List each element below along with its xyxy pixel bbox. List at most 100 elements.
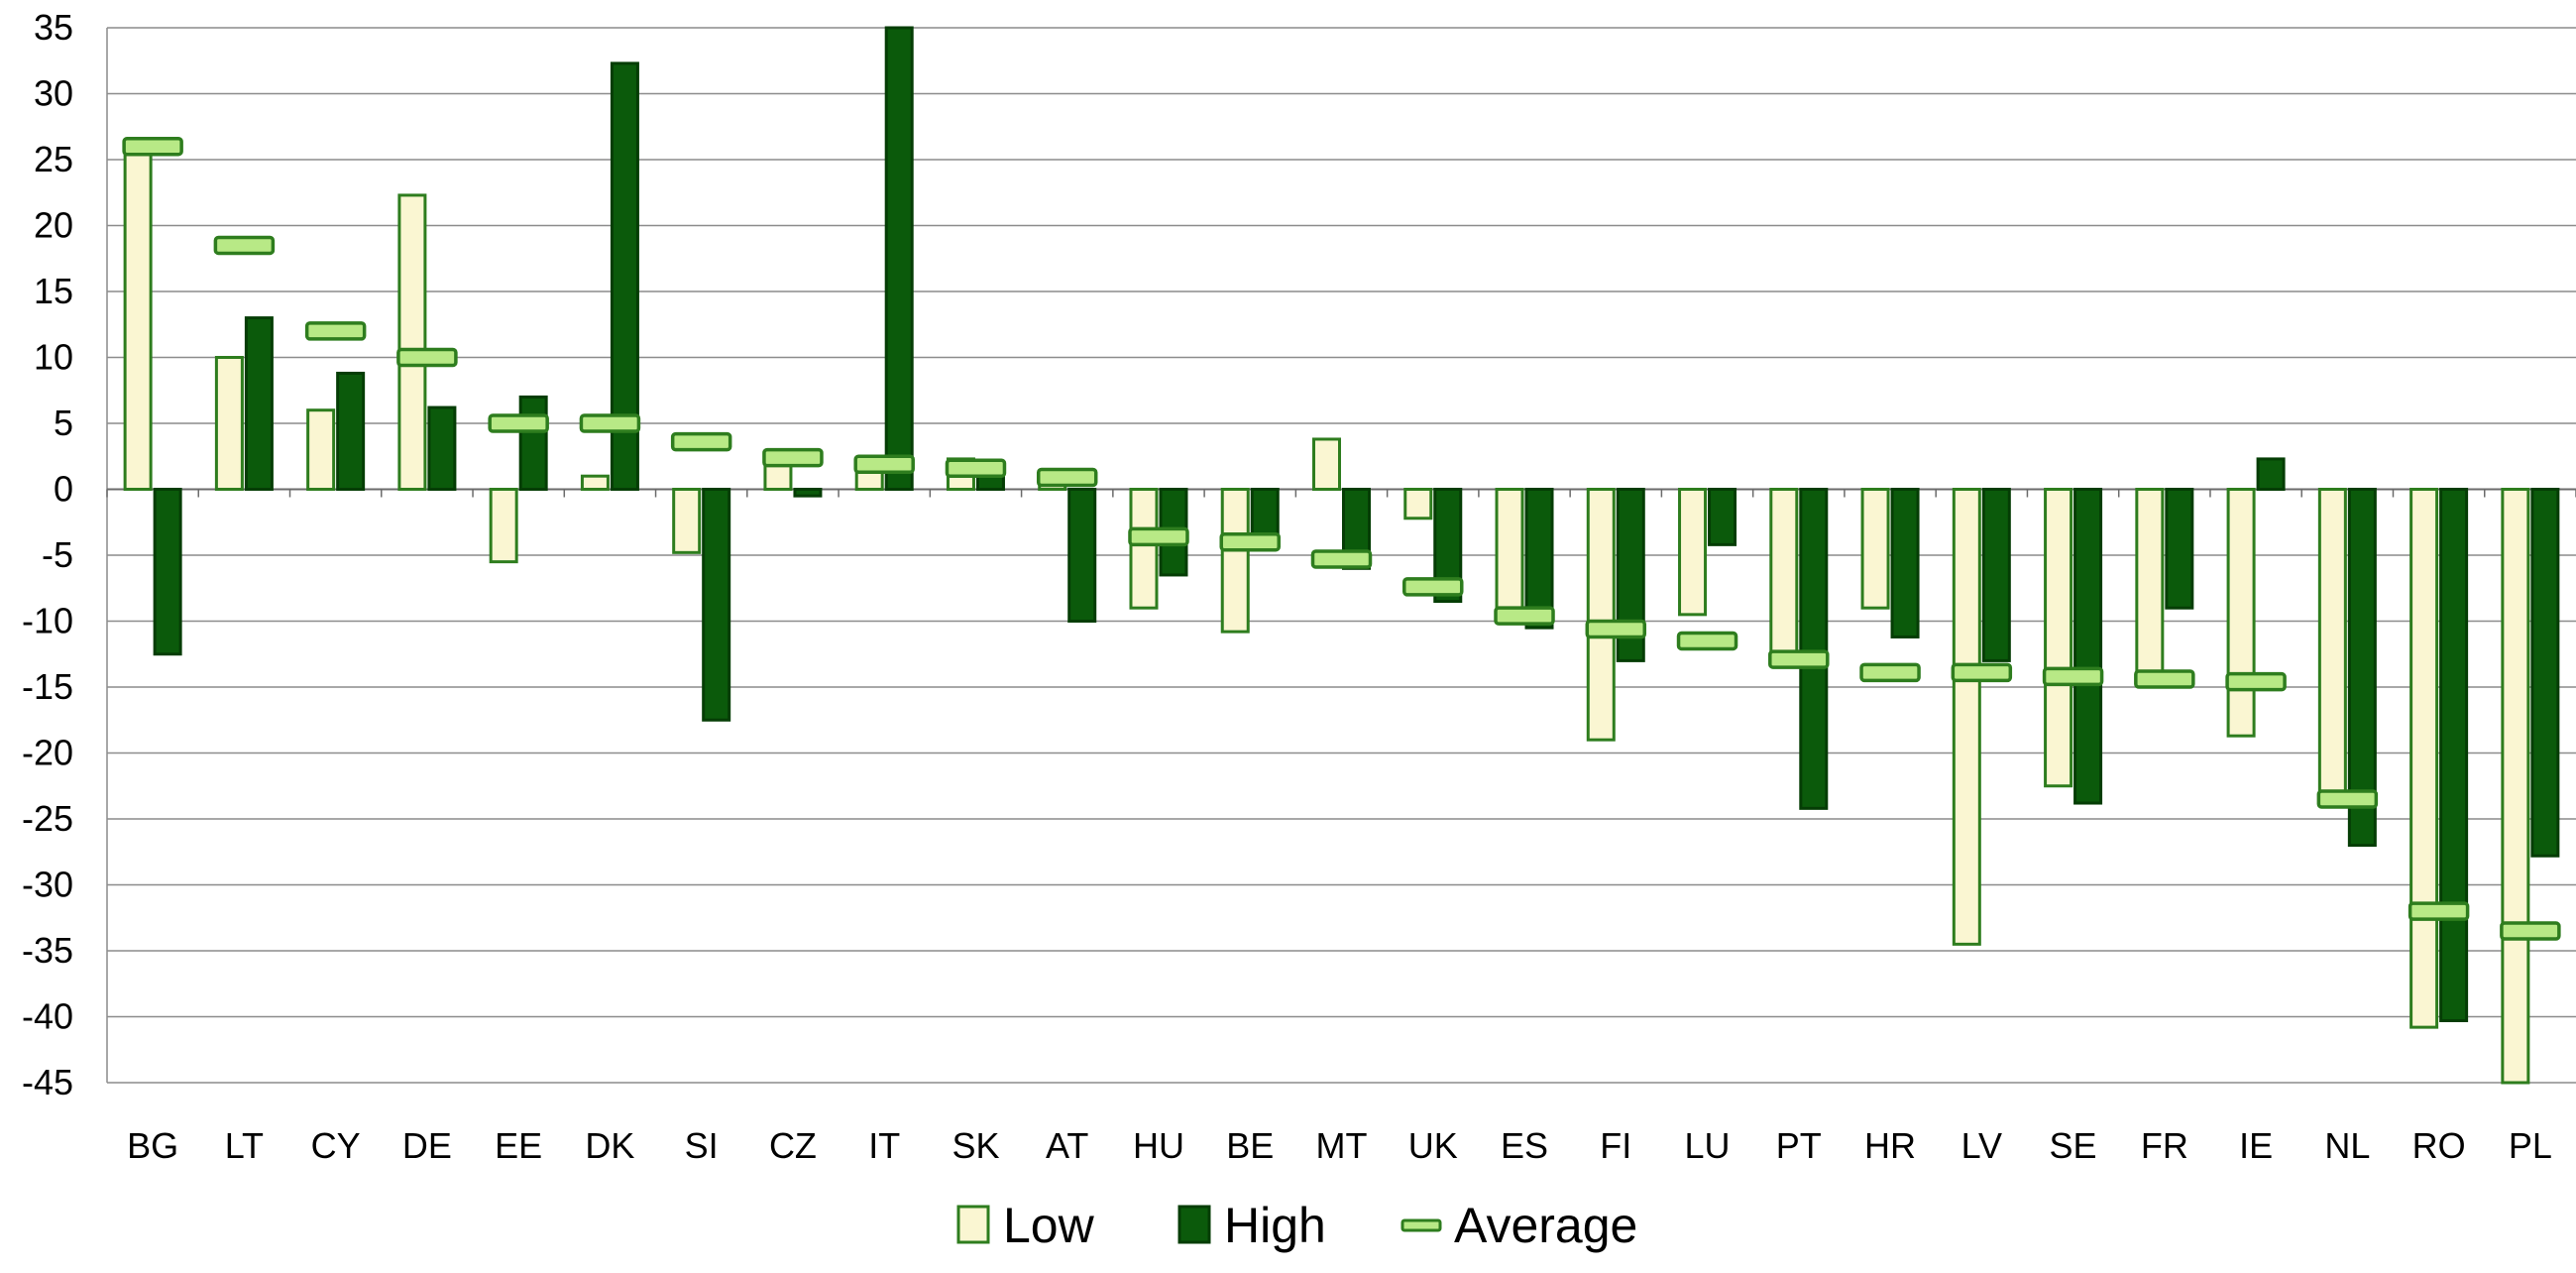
low-bar xyxy=(1129,488,1159,610)
low-bar xyxy=(2409,488,2439,1029)
legend: Low High Average xyxy=(956,1198,1637,1253)
y-tick-label: 10 xyxy=(34,337,73,378)
x-axis xyxy=(106,28,2576,1083)
low-bar xyxy=(1769,488,1799,662)
x-tick-label: NL xyxy=(2324,1125,2370,1166)
low-bar xyxy=(2135,488,2165,676)
low-bar xyxy=(306,408,336,492)
high-bar xyxy=(2530,488,2560,858)
x-tick-label: IT xyxy=(868,1125,900,1166)
legend-low-swatch xyxy=(956,1205,990,1244)
average-marker xyxy=(670,431,732,452)
high-bar xyxy=(336,371,366,491)
average-marker xyxy=(1768,649,1830,669)
low-bar xyxy=(2317,488,2347,808)
average-marker xyxy=(122,136,183,157)
x-tick-label: CZ xyxy=(769,1125,817,1166)
low-bar xyxy=(1952,488,1981,946)
high-bar xyxy=(2347,488,2377,848)
average-marker xyxy=(762,447,824,468)
low-bar xyxy=(1678,488,1708,617)
low-bar xyxy=(214,356,244,491)
average-marker xyxy=(2225,671,2287,692)
high-bar xyxy=(2256,457,2286,492)
x-tick-label: HU xyxy=(1133,1125,1184,1166)
low-bar xyxy=(2044,488,2073,788)
x-tick-label: MT xyxy=(1316,1125,1368,1166)
average-marker xyxy=(213,235,276,256)
high-bar xyxy=(244,316,274,491)
low-bar xyxy=(672,488,702,554)
average-marker xyxy=(2042,666,2104,687)
x-tick-label: UK xyxy=(1408,1125,1458,1166)
high-bar xyxy=(793,488,823,498)
y-axis: 35 30 25 20 15 10 5 0 -5 -10 -15 -20 -25 -30 -35 -40 -45 xyxy=(22,7,73,1102)
x-tick-label: LV xyxy=(1961,1125,2002,1166)
plot-area xyxy=(122,26,2561,1085)
high-bar xyxy=(1067,488,1097,623)
high-bar xyxy=(2439,488,2469,1022)
high-bar xyxy=(1799,488,1829,810)
legend-average-swatch xyxy=(1400,1218,1442,1232)
y-tick-label: -35 xyxy=(22,930,73,971)
high-bar xyxy=(1524,488,1554,630)
legend-high-label: High xyxy=(1224,1198,1326,1253)
legend-low-label: Low xyxy=(1003,1198,1095,1253)
average-marker xyxy=(1494,606,1555,626)
average-marker xyxy=(1859,662,1921,683)
high-bar xyxy=(153,488,182,656)
y-tick-label: 35 xyxy=(34,7,73,48)
x-tick-label: PL xyxy=(2509,1125,2552,1166)
low-bar xyxy=(1860,488,1890,610)
average-marker xyxy=(1676,631,1738,651)
low-bar xyxy=(1586,488,1616,742)
legend-high-swatch xyxy=(1177,1205,1211,1244)
average-marker xyxy=(304,321,367,341)
y-tick-label: -40 xyxy=(22,996,73,1037)
x-tick-label: HR xyxy=(1864,1125,1916,1166)
average-marker xyxy=(1310,549,1373,569)
low-bar xyxy=(489,488,518,564)
y-tick-label: -5 xyxy=(42,534,73,575)
y-tick-label: -25 xyxy=(22,798,73,839)
high-bar xyxy=(427,405,457,492)
average-marker xyxy=(1585,619,1647,639)
x-tick-label: BG xyxy=(127,1125,178,1166)
low-bar xyxy=(1495,488,1524,617)
x-tick-label: SK xyxy=(952,1125,999,1166)
average-marker xyxy=(2316,789,2379,809)
x-tick-label: FR xyxy=(2141,1125,2188,1166)
high-bar xyxy=(1981,488,2011,662)
x-axis-labels: BG LT CY DE EE DK SI CZ IT SK AT HU BE MT UK ES FI LU PT HR… xyxy=(127,1125,2552,1166)
x-tick-label: IE xyxy=(2239,1125,2273,1166)
low-bar xyxy=(1312,437,1341,491)
x-tick-label: LU xyxy=(1685,1125,1731,1166)
x-tick-label: SE xyxy=(2050,1125,2097,1166)
x-tick-label: FI xyxy=(1600,1125,1631,1166)
high-bar xyxy=(1890,488,1920,638)
high-bar xyxy=(2165,488,2194,610)
x-tick-label: PT xyxy=(1776,1125,1822,1166)
y-tick-label: -45 xyxy=(22,1062,73,1102)
x-tick-label: EE xyxy=(495,1125,542,1166)
high-bar xyxy=(518,395,548,491)
y-tick-label: -10 xyxy=(22,601,73,641)
average-marker xyxy=(2500,921,2561,941)
average-marker xyxy=(1128,526,1189,547)
average-marker xyxy=(1036,467,1098,488)
average-marker xyxy=(853,454,915,474)
x-tick-label: CY xyxy=(311,1125,361,1166)
x-tick-label: AT xyxy=(1046,1125,1088,1166)
x-tick-label: DE xyxy=(402,1125,452,1166)
high-bar xyxy=(1708,488,1737,546)
y-tick-label: -15 xyxy=(22,666,73,707)
y-tick-label: -30 xyxy=(22,865,73,905)
x-tick-label: RO xyxy=(2412,1125,2466,1166)
low-bar xyxy=(2501,488,2530,1085)
gridlines xyxy=(107,27,2576,1084)
legend-average-label: Average xyxy=(1454,1198,1637,1253)
average-marker xyxy=(1219,531,1281,552)
average-marker xyxy=(396,347,458,368)
x-tick-label: BE xyxy=(1226,1125,1274,1166)
